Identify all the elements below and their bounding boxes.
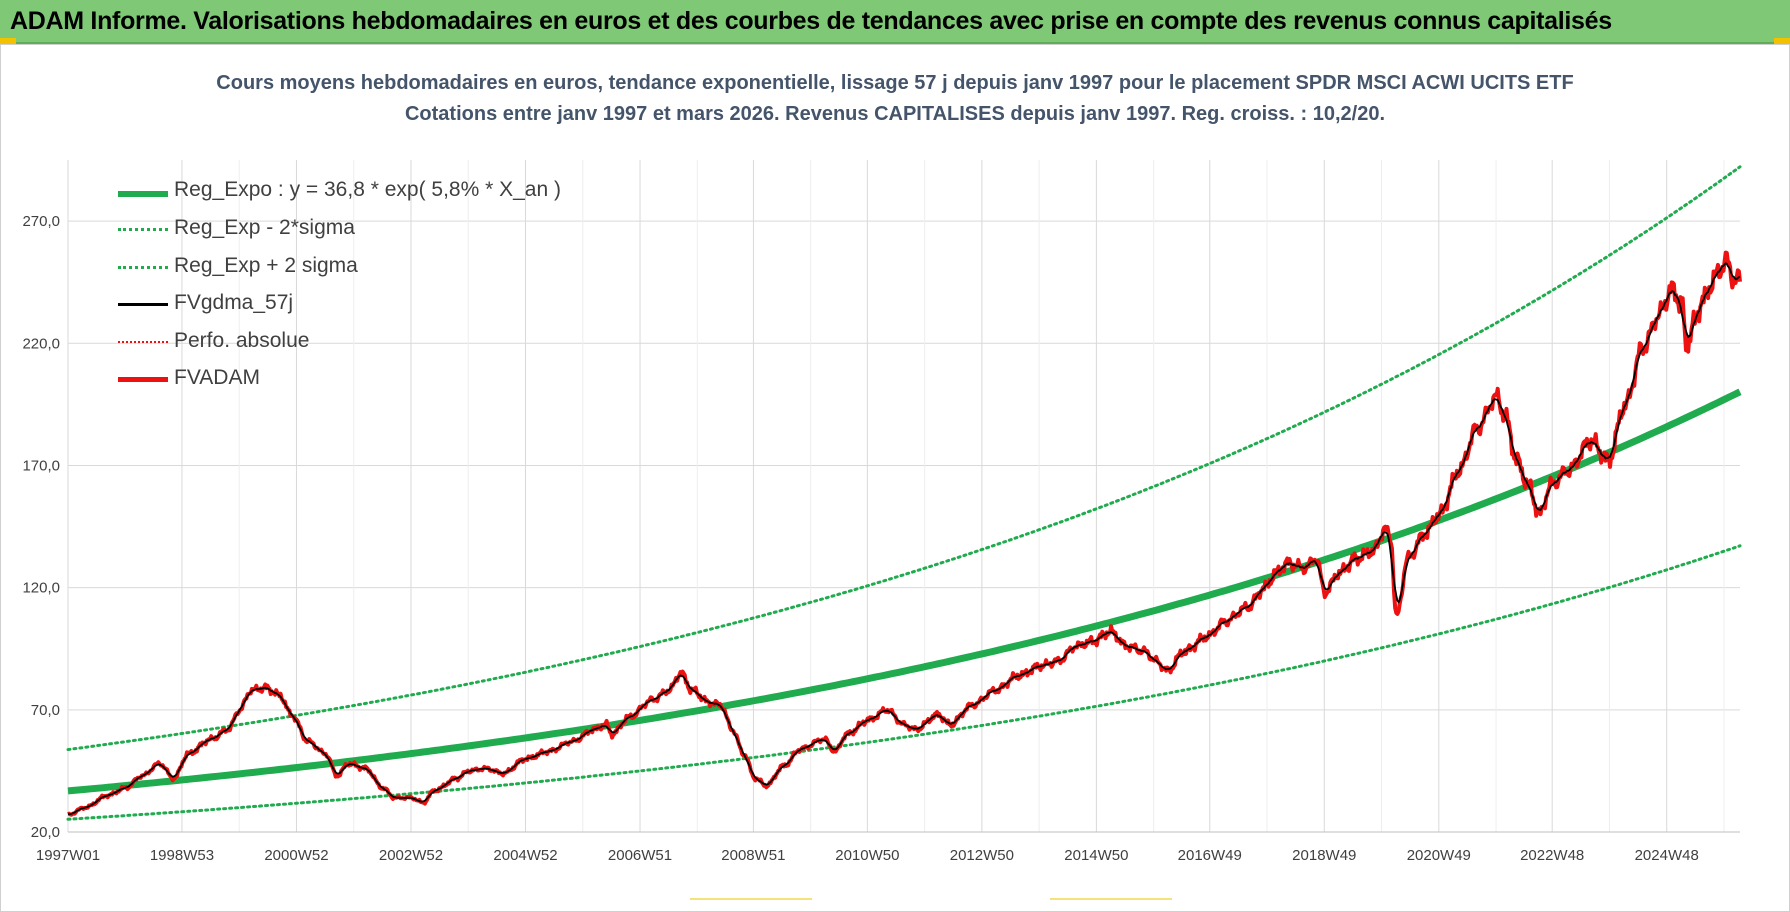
- series-reg-expo: [67, 388, 1742, 795]
- series-reg-exp-minus-2sigma: [66, 544, 1742, 821]
- x-tick-label: 2014W50: [1064, 847, 1128, 864]
- legend-label-fvgdma: FVgdma_57j: [174, 291, 294, 314]
- chart-title-line2: Cotations entre janv 1997 et mars 2026. …: [404, 103, 1386, 125]
- legend-label-reg-lower: Reg_Exp - 2*sigma: [174, 216, 355, 239]
- y-tick-label: 270,0: [22, 213, 60, 230]
- legend-swatch-reg-upper: [118, 266, 168, 269]
- x-tick-label: 1998W53: [150, 847, 214, 864]
- x-tick-label: 2000W52: [264, 847, 328, 864]
- x-tick-label: 2010W50: [835, 847, 899, 864]
- chart-axes: 20,0 70,0 120,0 170,0 220,0 270,0 1997W01 1998W…: [22, 213, 1740, 864]
- y-tick-label: 70,0: [31, 702, 60, 719]
- legend-swatch-reg-lower: [118, 228, 168, 231]
- x-tick-label: 2018W49: [1292, 847, 1356, 864]
- y-tick-label: 170,0: [22, 457, 60, 474]
- corner-accent-right: [1774, 38, 1790, 44]
- series-fvgdma-57j: [67, 262, 1741, 816]
- legend-label-fvadam: FVADAM: [174, 366, 260, 389]
- legend-label-perfo: Perfo. absolue: [174, 329, 310, 352]
- legend-label-reg-upper: Reg_Exp + 2 sigma: [174, 254, 358, 277]
- x-tick-label: 2016W49: [1178, 847, 1242, 864]
- legend-swatch-perfo: [118, 341, 168, 343]
- bottom-marker-right: [1050, 898, 1172, 900]
- y-tick-label: 120,0: [22, 580, 60, 597]
- bottom-marker-left: [690, 898, 812, 900]
- x-tick-label: 2008W51: [721, 847, 785, 864]
- x-tick-label: 2020W49: [1407, 847, 1471, 864]
- x-tick-label: 2024W48: [1635, 847, 1699, 864]
- y-tick-label: 20,0: [31, 824, 60, 841]
- chart-title-line1: Cours moyens hebdomadaires en euros, ten…: [216, 72, 1574, 94]
- legend-swatch-fvadam: [118, 377, 168, 382]
- x-tick-label: 2012W50: [950, 847, 1014, 864]
- legend-swatch-fvgdma: [118, 303, 168, 306]
- x-tick-label: 2002W52: [379, 847, 443, 864]
- x-tick-label: 1997W01: [36, 847, 100, 864]
- chart-series: [66, 165, 1742, 821]
- x-tick-label: 2022W48: [1520, 847, 1584, 864]
- corner-accent-left: [0, 38, 16, 44]
- legend-swatch-reg-expo: [118, 191, 168, 197]
- report-banner: ADAM Informe. Valorisations hebdomadaire…: [0, 0, 1790, 44]
- x-tick-label: 2006W51: [608, 847, 672, 864]
- y-tick-label: 220,0: [22, 335, 60, 352]
- series-fvadam: [67, 250, 1742, 817]
- x-tick-label: 2004W52: [493, 847, 557, 864]
- legend-label-reg-expo: Reg_Expo : y = 36,8 * exp( 5,8% * X_an ): [174, 178, 561, 201]
- report-title: ADAM Informe. Valorisations hebdomadaire…: [10, 7, 1612, 35]
- series-reg-exp-plus-2sigma: [66, 165, 1742, 752]
